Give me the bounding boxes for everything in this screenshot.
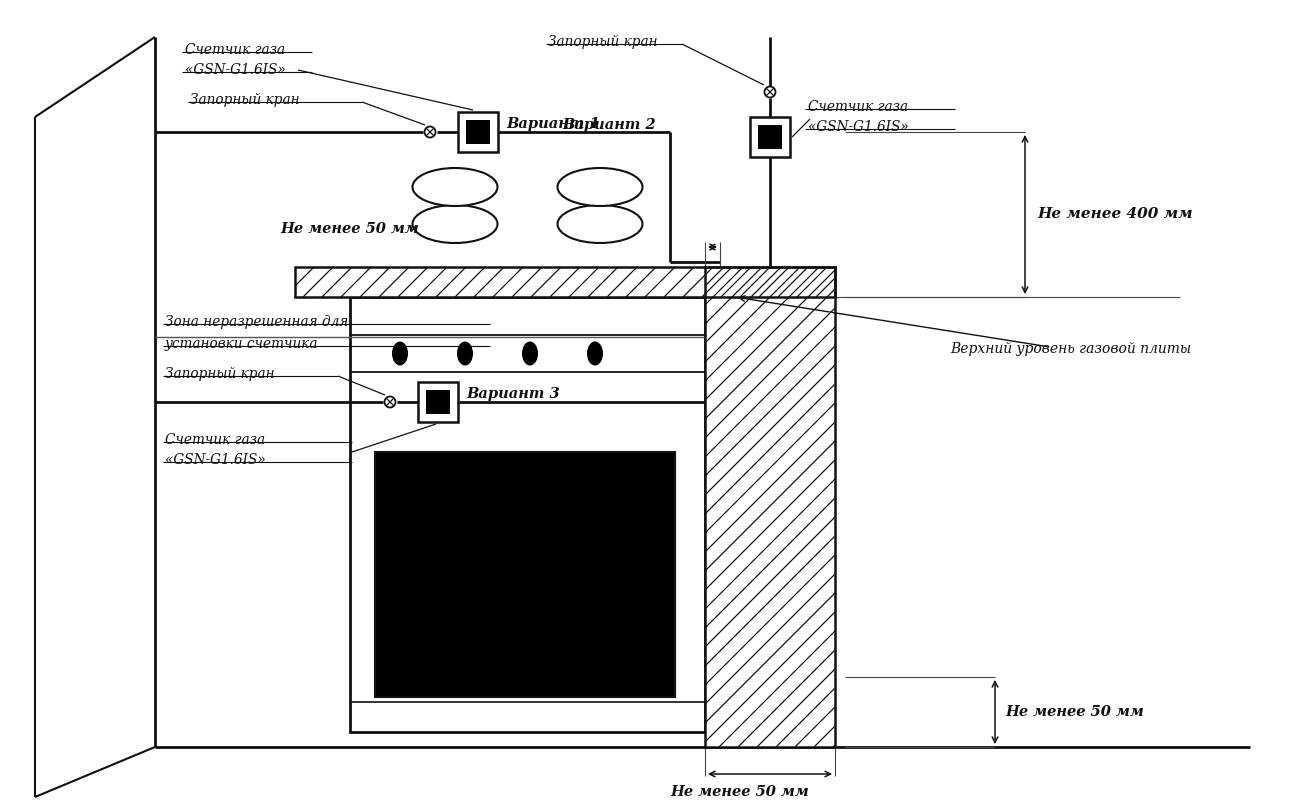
Text: Счетчик газа: Счетчик газа bbox=[165, 433, 265, 447]
Text: Счетчик газа: Счетчик газа bbox=[185, 43, 286, 57]
Circle shape bbox=[765, 87, 775, 98]
Bar bbox=[295, 267, 835, 297]
Bar bbox=[749, 117, 789, 157]
Circle shape bbox=[425, 127, 435, 137]
Ellipse shape bbox=[412, 205, 497, 243]
Ellipse shape bbox=[587, 342, 603, 366]
Text: Вариант 1: Вариант 1 bbox=[506, 117, 599, 131]
Text: Зона неразрешенная для: Зона неразрешенная для bbox=[165, 315, 349, 329]
Bar bbox=[705, 267, 835, 747]
Text: Вариант 3: Вариант 3 bbox=[466, 387, 559, 401]
Text: «GSN-G1.6IS»: «GSN-G1.6IS» bbox=[185, 63, 286, 77]
Circle shape bbox=[385, 396, 395, 407]
Ellipse shape bbox=[522, 342, 537, 366]
Text: Не менее 50 мм: Не менее 50 мм bbox=[280, 222, 419, 236]
Text: Запорный кран: Запорный кран bbox=[165, 367, 275, 381]
Ellipse shape bbox=[412, 168, 497, 206]
Bar bbox=[295, 267, 835, 297]
Bar bbox=[419, 382, 457, 422]
Ellipse shape bbox=[558, 205, 642, 243]
Text: Не менее 50 мм: Не менее 50 мм bbox=[671, 785, 809, 799]
Text: «GSN-G1.6IS»: «GSN-G1.6IS» bbox=[165, 453, 266, 467]
Text: Не менее 50 мм: Не менее 50 мм bbox=[1005, 705, 1143, 719]
Text: Запорный кран: Запорный кран bbox=[190, 93, 300, 107]
Text: «GSN-G1.6IS»: «GSN-G1.6IS» bbox=[808, 120, 908, 134]
Ellipse shape bbox=[457, 342, 473, 366]
Text: Верхний уровень газовой плиты: Верхний уровень газовой плиты bbox=[950, 342, 1191, 356]
Bar bbox=[705, 267, 835, 747]
Text: Счетчик газа: Счетчик газа bbox=[808, 100, 908, 114]
Text: Не менее 400 мм: Не менее 400 мм bbox=[1037, 208, 1193, 221]
Bar bbox=[350, 297, 705, 732]
Bar bbox=[426, 391, 450, 414]
Text: Вариант 2: Вариант 2 bbox=[562, 118, 655, 132]
Bar bbox=[375, 452, 674, 697]
Ellipse shape bbox=[391, 342, 408, 366]
Text: Запорный кран: Запорный кран bbox=[548, 35, 658, 49]
Bar bbox=[758, 125, 782, 148]
Bar bbox=[466, 120, 490, 144]
Text: установки счетчика: установки счетчика bbox=[165, 337, 319, 351]
Ellipse shape bbox=[558, 168, 642, 206]
Bar bbox=[457, 112, 497, 152]
